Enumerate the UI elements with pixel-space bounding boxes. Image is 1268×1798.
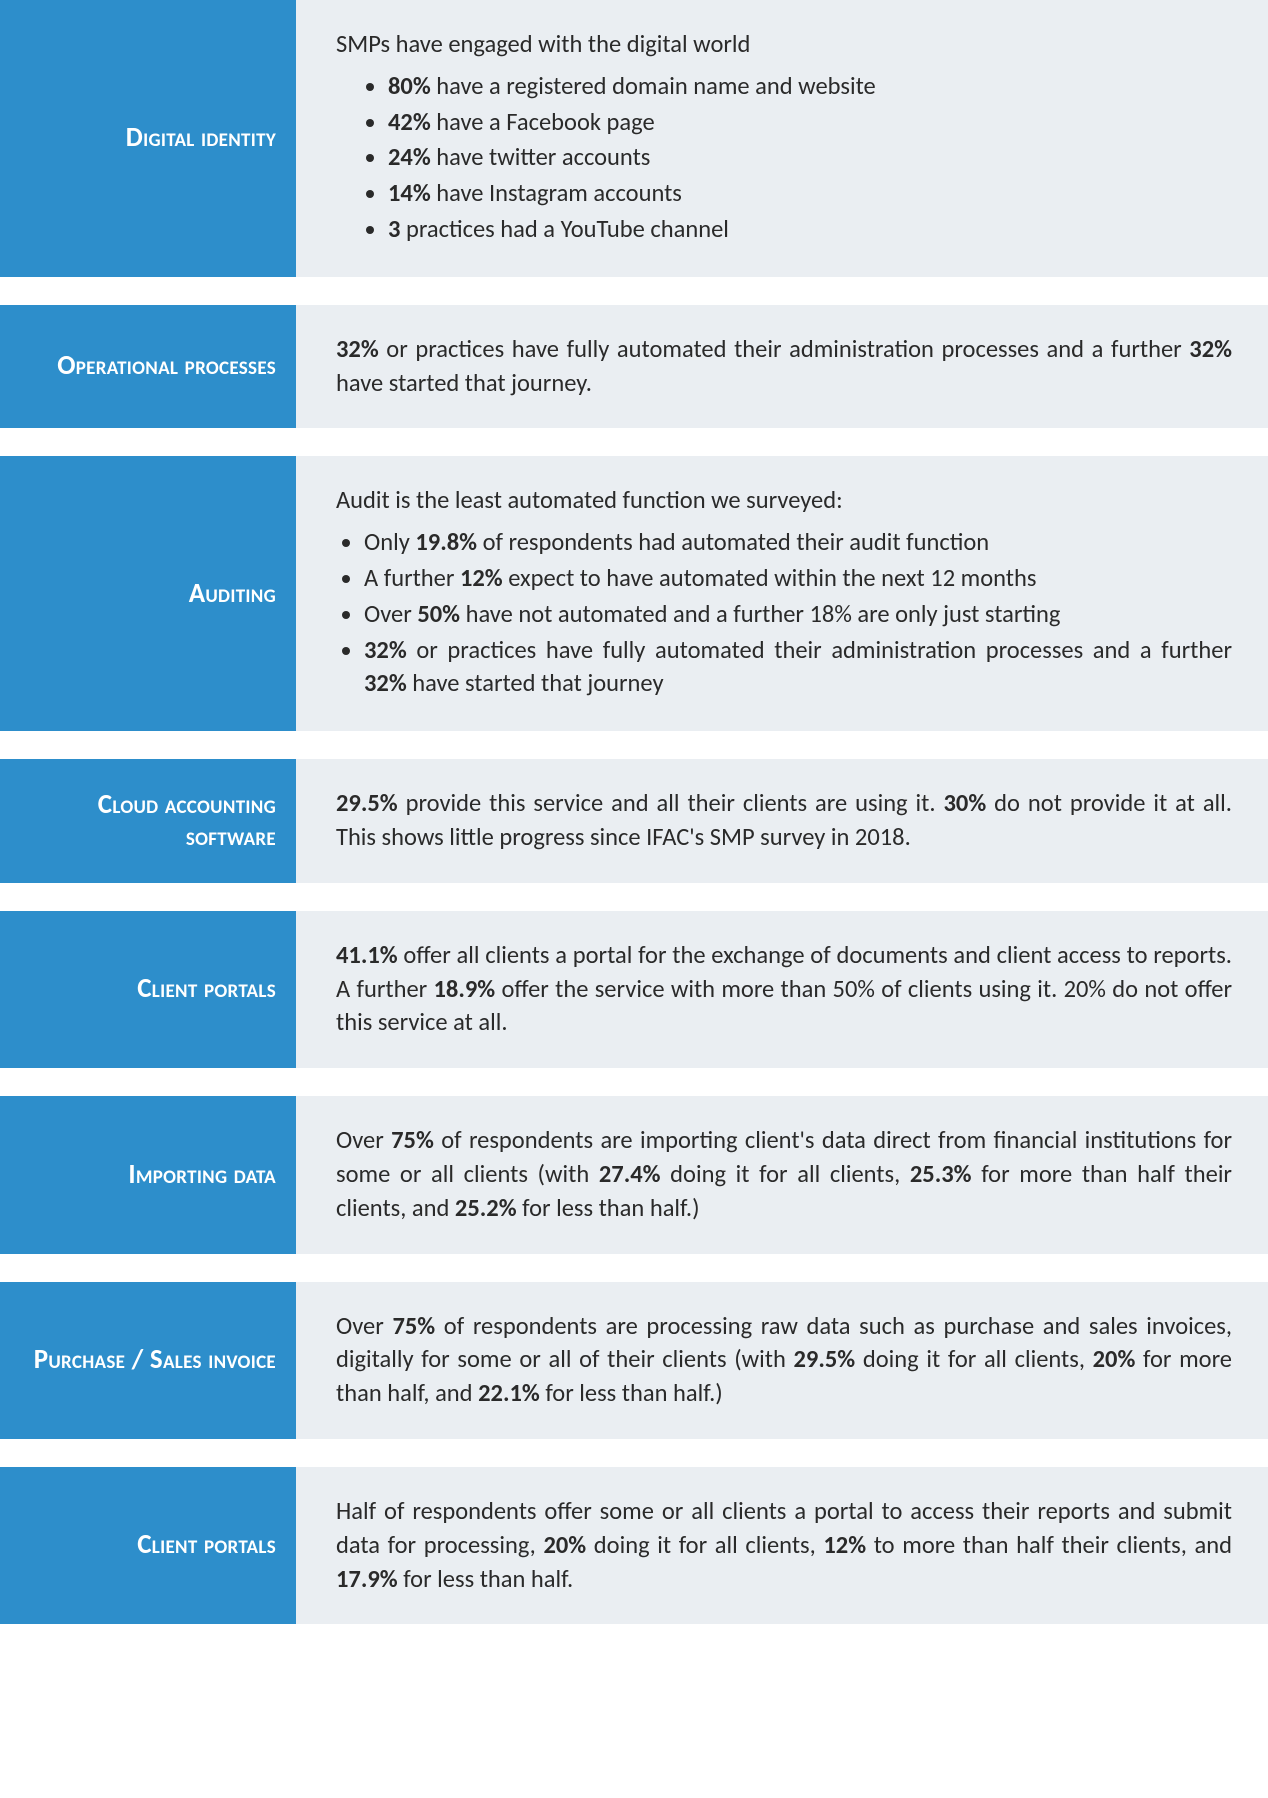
intro-text: Audit is the least automated function we… [336,484,1232,518]
paragraph: 41.1% offer all clients a portal for the… [336,939,1232,1040]
section-digital-identity: Digital identitySMPs have engaged with t… [0,0,1268,277]
section-purchase-sales-invoice: Purchase / Sales invoice Over 75% of resp… [0,1282,1268,1439]
paragraph: 29.5% provide this service and all their… [336,787,1232,855]
bold-value: 12% [460,563,503,593]
bold-value: 80% [388,71,431,101]
section-content: 29.5% provide this service and all their… [296,759,1268,883]
section-content: Half of respondents offer some or all cl… [296,1467,1268,1624]
bold-value: 20% [543,1530,586,1560]
section-label: Importing data [0,1096,296,1253]
section-content: Over 75% of respondents are processing r… [296,1282,1268,1439]
section-label: Cloud accounting software [0,759,296,883]
section-label: Client portals [0,1467,296,1624]
paragraph: Half of respondents offer some or all cl… [336,1495,1232,1596]
bullet-list: 80% have a registered domain name and we… [336,68,1232,249]
paragraph: 32% or practices have fully automated th… [336,333,1232,401]
bold-value: 41.1% [336,940,398,970]
sections-container: Digital identitySMPs have engaged with t… [0,0,1268,1652]
bold-value: 3 [388,214,400,244]
bold-value: 25.2% [455,1193,517,1223]
bullet-item: A further 12% expect to have automated w… [364,562,1232,596]
section-auditing: Auditing Audit is the least automated fun… [0,456,1268,731]
section-label: Purchase / Sales invoice [0,1282,296,1439]
bold-value: 30% [944,788,987,818]
bullet-item: 24% have twitter accounts [388,141,1232,175]
section-content: 32% or practices have fully automated th… [296,305,1268,429]
bold-value: 42% [388,107,431,137]
bold-value: 24% [388,142,431,172]
section-label: Digital identity [0,0,296,277]
bold-value: 12% [823,1530,866,1560]
bold-value: 50% [417,599,460,629]
bullet-list: Only 19.8% of respondents had automated … [336,524,1232,703]
bold-value: 14% [388,178,431,208]
section-label: Operational processes [0,305,296,429]
bold-value: 32% [364,668,407,698]
section-client-portals-2: Client portals Half of respondents offer … [0,1467,1268,1624]
section-operational-processes: Operational processes 32% or practices ha… [0,305,1268,429]
section-client-portals-1: Client portals 41.1% offer all clients a … [0,911,1268,1068]
section-content: SMPs have engaged with the digital world… [296,0,1268,277]
section-content: 41.1% offer all clients a portal for the… [296,911,1268,1068]
bullet-item: Only 19.8% of respondents had automated … [364,526,1232,560]
bold-value: 29.5% [336,788,398,818]
section-content: Audit is the least automated function we… [296,456,1268,731]
bold-value: 27.4% [599,1159,661,1189]
bold-value: 32% [1189,334,1232,364]
section-label: Client portals [0,911,296,1068]
bold-value: 17.9% [336,1564,398,1594]
bullet-item: 14% have Instagram accounts [388,177,1232,211]
bold-value: 19.8% [415,527,477,557]
bullet-item: 42% have a Facebook page [388,106,1232,140]
section-cloud-accounting-software: Cloud accounting software 29.5% provide t… [0,759,1268,883]
paragraph: Over 75% of respondents are importing cl… [336,1124,1232,1225]
section-importing-data: Importing data Over 75% of respondents ar… [0,1096,1268,1253]
bold-value: 20% [1093,1344,1136,1374]
bullet-item: 3 practices had a YouTube channel [388,213,1232,247]
bullet-item: Over 50% have not automated and a furthe… [364,598,1232,632]
bold-value: 32% [364,635,407,665]
bold-value: 29.5% [794,1344,856,1374]
bold-value: 22.1% [478,1378,540,1408]
section-content: Over 75% of respondents are importing cl… [296,1096,1268,1253]
bold-value: 18.9% [434,974,496,1004]
section-label: Auditing [0,456,296,731]
bullet-item: 32% or practices have fully automated th… [364,634,1232,702]
bold-value: 75% [391,1125,434,1155]
intro-text: SMPs have engaged with the digital world [336,28,1232,62]
bullet-item: 80% have a registered domain name and we… [388,70,1232,104]
bold-value: 75% [392,1311,435,1341]
bold-value: 25.3% [910,1159,972,1189]
paragraph: Over 75% of respondents are processing r… [336,1310,1232,1411]
bold-value: 32% [336,334,379,364]
